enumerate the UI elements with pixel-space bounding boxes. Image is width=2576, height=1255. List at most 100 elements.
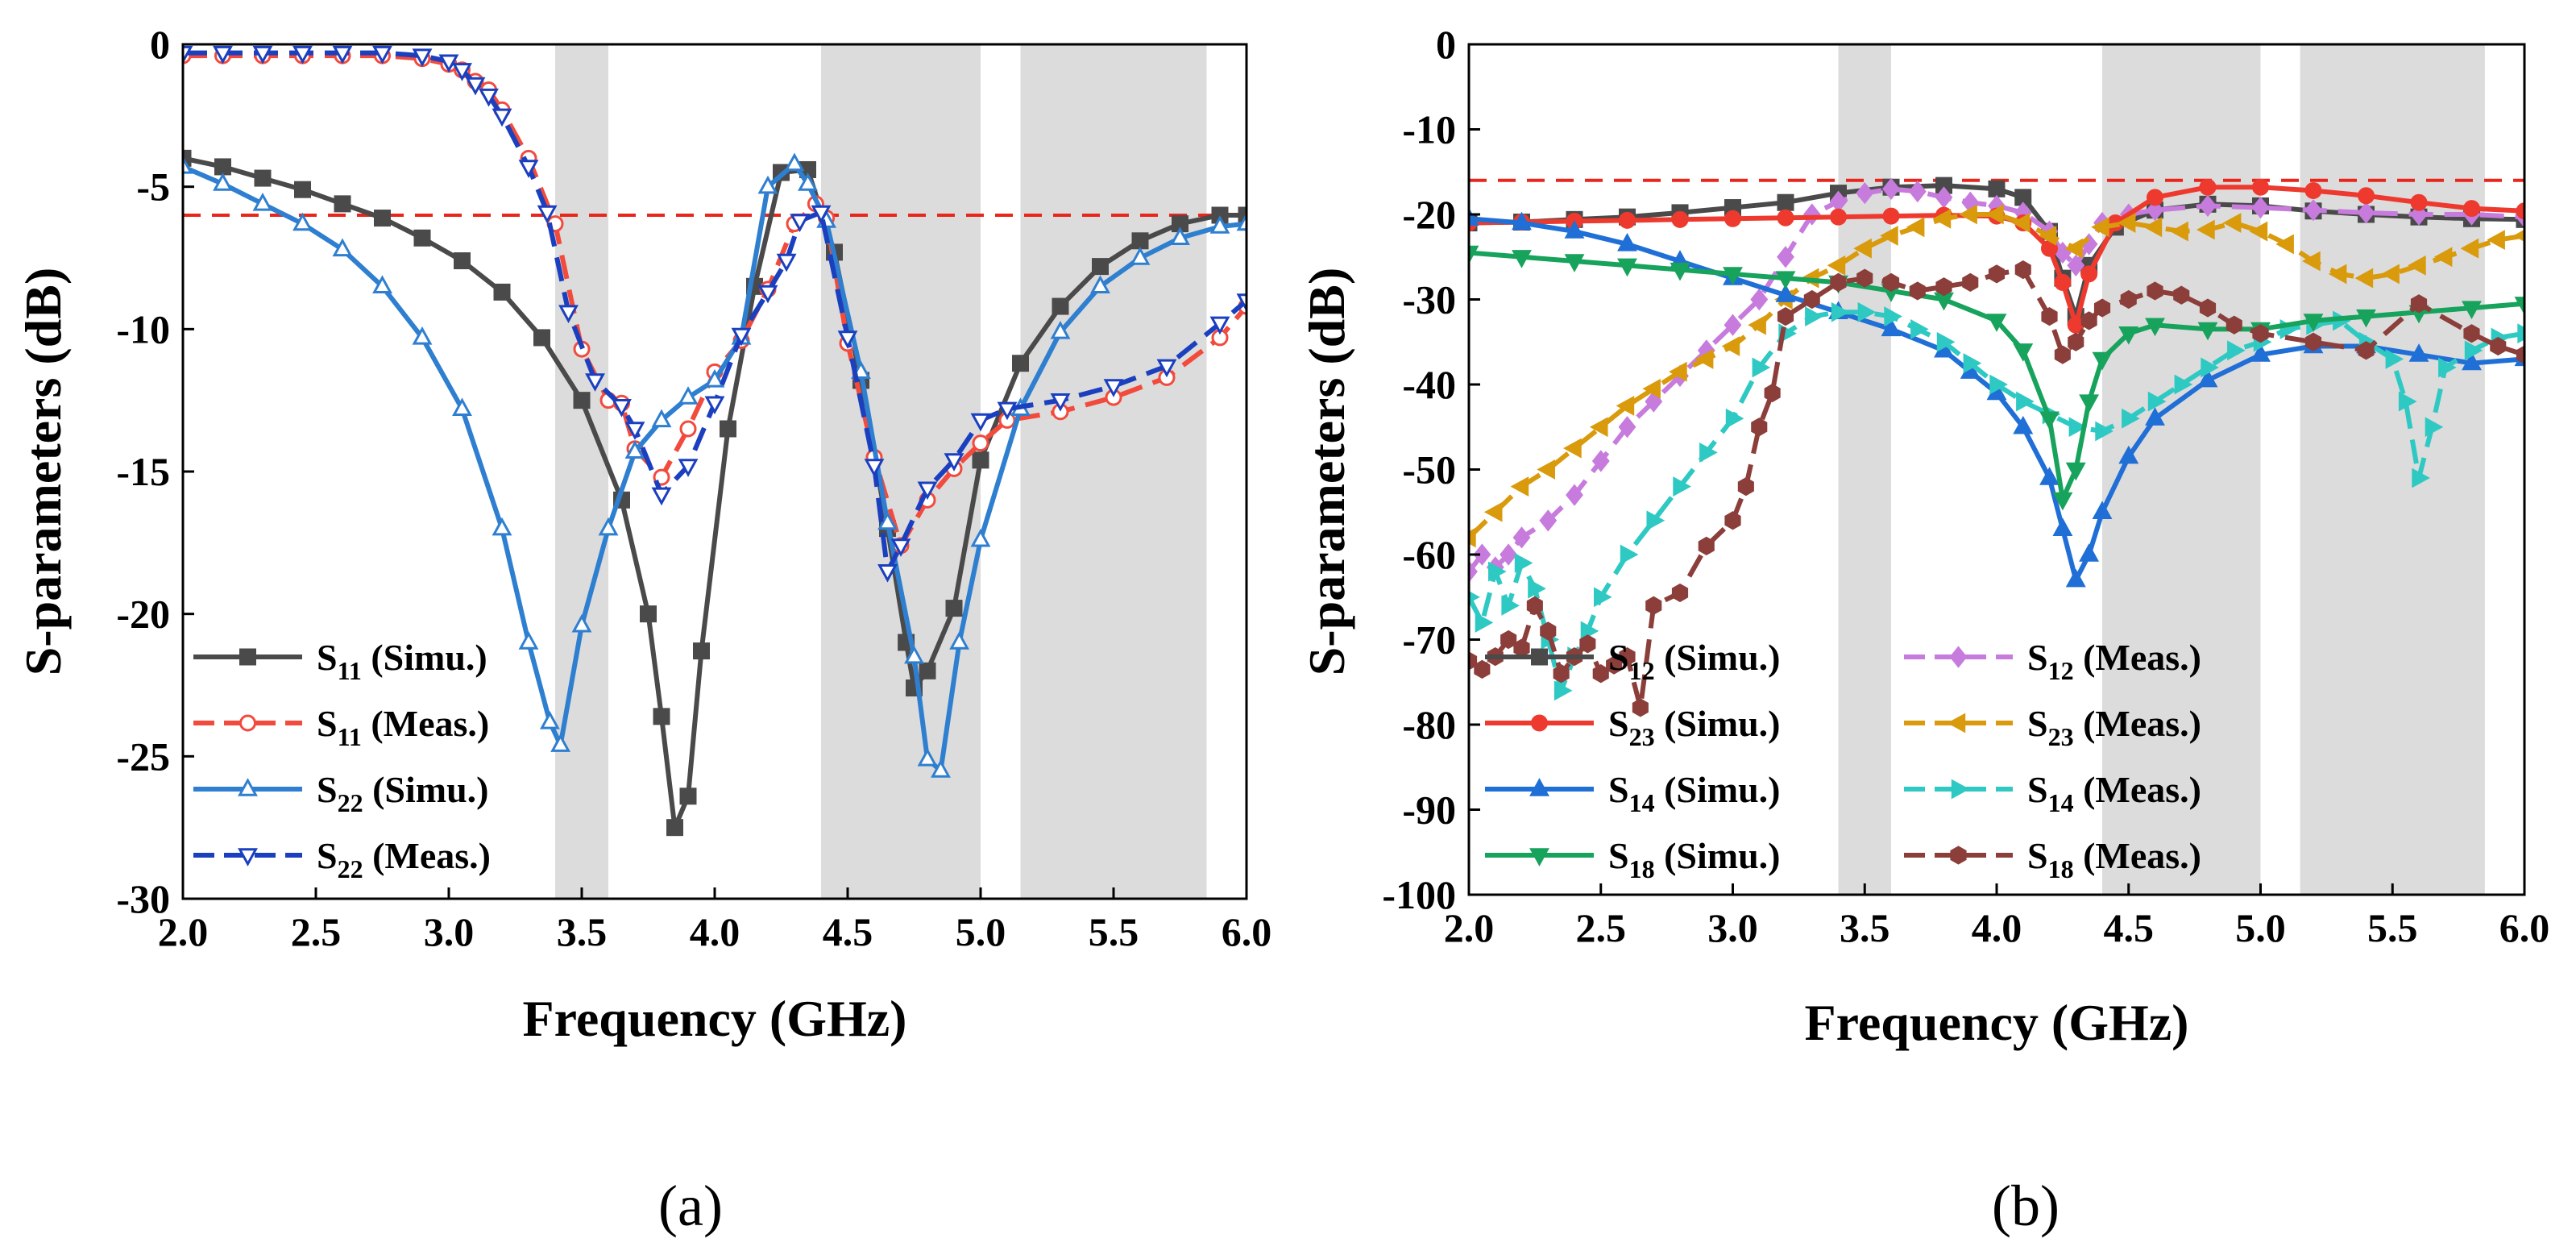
data-point (1751, 418, 1768, 437)
data-point (2118, 326, 2139, 345)
legend-entry: S18 (Simu.) (1485, 835, 1781, 883)
data-point (1526, 596, 1543, 615)
y-tick-label: -90 (1402, 787, 1456, 833)
data-point (374, 210, 391, 227)
data-point (2197, 368, 2218, 388)
data-point (1642, 378, 1661, 399)
data-point (452, 63, 472, 81)
data-point (1617, 232, 1637, 251)
data-point (1880, 225, 1898, 246)
x-ticks-b: 2.0 2.5 3.0 3.5 4.0 4.5 5.0 5.5 6.0 (1444, 883, 2549, 950)
data-point (757, 285, 778, 304)
data-point (1540, 621, 1557, 641)
y-ticks-b: 0 -10 -20 -30 -40 -50 -60 -70 -80 -90 -100 (1382, 22, 1480, 917)
data-point (2093, 298, 2111, 318)
data-point (1501, 595, 1520, 616)
data-point (1632, 698, 1649, 717)
panel-label-a: (a) (658, 1174, 723, 1238)
data-point (1910, 318, 1929, 339)
legend-marker (1950, 846, 1967, 865)
legend-label: S11 (Meas.) (317, 703, 489, 751)
data-point (1724, 314, 1742, 336)
data-point (731, 327, 752, 347)
data-point (1699, 442, 1718, 463)
data-point (1884, 306, 1902, 327)
data-point (2462, 351, 2482, 371)
data-point (1553, 680, 1573, 701)
data-point (492, 108, 512, 127)
legend-label: S22 (Meas.) (317, 835, 491, 883)
data-point (2174, 374, 2193, 395)
data-point (2147, 281, 2163, 301)
data-point (2065, 568, 2086, 588)
data-point (454, 252, 471, 270)
data-point (1935, 186, 1953, 209)
data-point (2275, 234, 2294, 255)
data-point (798, 172, 818, 191)
data-point (1090, 275, 1110, 293)
data-point (2385, 348, 2404, 369)
data-point (1564, 220, 1585, 239)
data-point (837, 330, 858, 349)
data-point (479, 88, 499, 107)
legend-label: S12 (Meas.) (2027, 637, 2201, 685)
data-point (1012, 355, 1029, 372)
data-point (1566, 484, 1583, 506)
data-point (2438, 357, 2457, 378)
data-point (1827, 255, 1846, 276)
x-tick-label: 3.5 (1840, 905, 1890, 950)
data-point (332, 45, 353, 64)
y-tick-label: -20 (1402, 192, 1456, 237)
legend-marker (238, 848, 258, 866)
data-point (811, 205, 832, 224)
x-tick-label: 5.5 (2367, 905, 2418, 950)
legend-entry: S12 (Meas.) (1904, 637, 2201, 685)
data-point (2201, 357, 2219, 378)
data-point (412, 48, 433, 68)
data-point (1988, 264, 2006, 284)
data-point (334, 195, 351, 213)
data-point (1592, 664, 1609, 684)
legend-entry: S18 (Meas.) (1904, 835, 2201, 883)
shaded-band-b-0 (1838, 44, 1891, 895)
data-point (1775, 271, 1796, 290)
y-tick-label: -30 (116, 876, 170, 921)
data-point (1752, 357, 1771, 378)
data-point (2303, 314, 2324, 332)
data-point (704, 368, 725, 388)
data-point (1724, 511, 1741, 530)
data-point (1589, 417, 1608, 438)
data-point (412, 326, 433, 345)
data-point (2356, 309, 2376, 328)
data-point (2304, 199, 2322, 222)
data-point (2460, 238, 2479, 259)
data-point (1469, 591, 1480, 604)
data-point (2408, 255, 2426, 276)
data-point (1802, 203, 1821, 226)
series-b-18-meas (1469, 260, 2524, 717)
y-tick-label: -5 (136, 164, 170, 210)
data-point (1989, 374, 2008, 395)
shaded-band-b-2 (2300, 44, 2485, 895)
data-point (1963, 353, 1982, 374)
data-point (1474, 659, 1491, 679)
y-tick-label: -15 (116, 449, 170, 494)
data-point (292, 212, 313, 231)
data-point (1830, 208, 1847, 226)
data-point (1775, 284, 1796, 302)
y-tick-label: -70 (1402, 617, 1456, 663)
data-point (2117, 213, 2136, 233)
data-point (1050, 320, 1071, 339)
data-point (1510, 476, 1529, 497)
data-point (1882, 207, 1900, 225)
data-point (254, 169, 272, 187)
legend-label: S18 (Meas.) (2027, 835, 2201, 883)
data-point (2092, 501, 2113, 519)
data-point (2013, 343, 2034, 362)
legend-label: S12 (Simu.) (1608, 637, 1781, 685)
panel-label-b: (b) (1992, 1174, 2060, 1238)
series-group-b (1469, 177, 2524, 717)
data-point (757, 175, 778, 194)
data-point (2252, 178, 2269, 196)
